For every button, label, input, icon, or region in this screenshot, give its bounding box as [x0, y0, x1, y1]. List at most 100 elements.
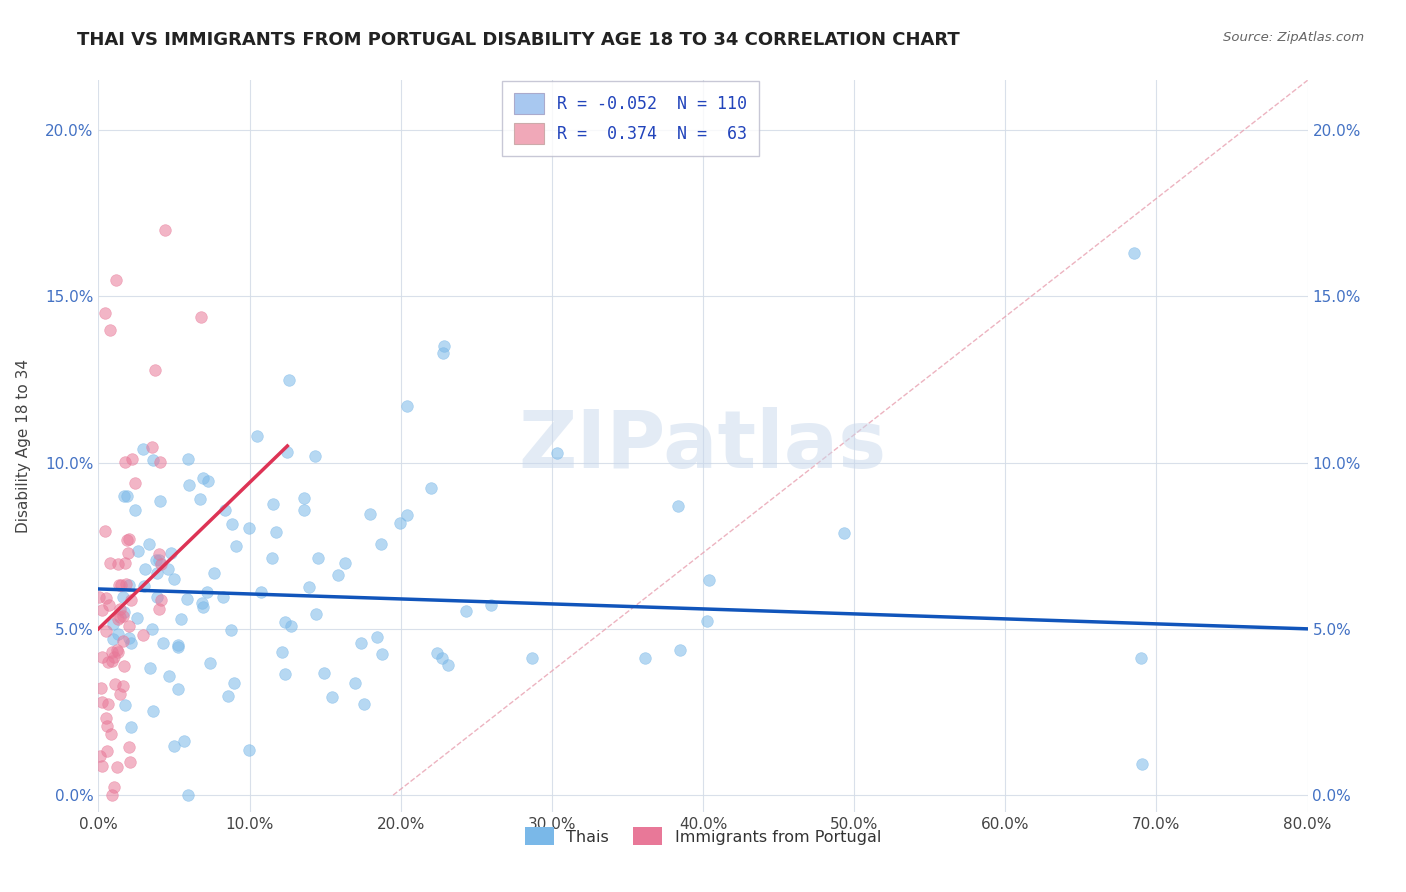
- Point: [333, 557, 356, 571]
- Point: [89, 748, 111, 763]
- Point: [170, 611, 193, 625]
- Point: [142, 704, 165, 718]
- Text: THAI VS IMMIGRANTS FROM PORTUGAL DISABILITY AGE 18 TO 34 CORRELATION CHART: THAI VS IMMIGRANTS FROM PORTUGAL DISABIL…: [77, 31, 960, 49]
- Point: [118, 755, 141, 769]
- Point: [132, 579, 155, 593]
- Point: [225, 539, 247, 553]
- Point: [198, 656, 221, 670]
- Point: [107, 612, 129, 626]
- Point: [110, 578, 132, 592]
- Point: [101, 788, 124, 802]
- Point: [89, 590, 111, 604]
- Point: [96, 719, 118, 733]
- Point: [211, 590, 233, 604]
- Point: [98, 323, 121, 337]
- Point: [669, 642, 692, 657]
- Point: [134, 562, 156, 576]
- Point: [546, 446, 568, 460]
- Point: [107, 645, 129, 659]
- Point: [173, 734, 195, 748]
- Point: [520, 651, 543, 665]
- Point: [138, 537, 160, 551]
- Point: [101, 654, 124, 668]
- Point: [108, 602, 131, 616]
- Point: [105, 760, 128, 774]
- Point: [160, 546, 183, 560]
- Point: [91, 695, 114, 709]
- Point: [305, 607, 328, 621]
- Point: [274, 666, 297, 681]
- Point: [166, 638, 188, 652]
- Point: [388, 516, 411, 530]
- Point: [353, 697, 375, 711]
- Point: [217, 689, 239, 703]
- Point: [117, 533, 139, 547]
- Point: [111, 679, 134, 693]
- Point: [219, 624, 242, 638]
- Point: [238, 521, 260, 535]
- Point: [479, 598, 502, 612]
- Point: [127, 544, 149, 558]
- Point: [141, 441, 163, 455]
- Point: [177, 452, 200, 467]
- Point: [94, 624, 117, 639]
- Point: [250, 585, 273, 599]
- Point: [155, 223, 177, 237]
- Point: [307, 550, 329, 565]
- Point: [454, 604, 477, 618]
- Point: [277, 373, 299, 387]
- Point: [142, 453, 165, 467]
- Point: [148, 601, 170, 615]
- Point: [343, 676, 366, 690]
- Point: [105, 643, 128, 657]
- Point: [370, 537, 392, 551]
- Point: [191, 596, 214, 610]
- Point: [112, 490, 135, 504]
- Point: [176, 592, 198, 607]
- Point: [118, 631, 141, 645]
- Point: [149, 455, 172, 469]
- Point: [188, 492, 211, 507]
- Point: [292, 503, 315, 517]
- Point: [132, 627, 155, 641]
- Point: [118, 619, 141, 633]
- Point: [150, 592, 173, 607]
- Point: [112, 634, 135, 648]
- Point: [93, 306, 115, 320]
- Point: [145, 591, 167, 605]
- Point: [121, 452, 143, 467]
- Point: [371, 648, 394, 662]
- Point: [666, 499, 689, 513]
- Point: [143, 363, 166, 377]
- Point: [103, 650, 125, 665]
- Point: [118, 578, 141, 592]
- Point: [163, 572, 186, 586]
- Point: [114, 698, 136, 713]
- Point: [141, 622, 163, 636]
- Point: [1130, 650, 1153, 665]
- Point: [148, 553, 170, 567]
- Point: [117, 545, 139, 559]
- Text: Source: ZipAtlas.com: Source: ZipAtlas.com: [1223, 31, 1364, 45]
- Point: [197, 474, 219, 488]
- Point: [359, 507, 381, 521]
- Point: [222, 675, 245, 690]
- Point: [298, 580, 321, 594]
- Point: [262, 497, 284, 511]
- Point: [214, 503, 236, 517]
- Point: [1130, 756, 1153, 771]
- Point: [120, 593, 142, 607]
- Point: [152, 636, 174, 650]
- Point: [104, 676, 127, 690]
- Point: [110, 610, 132, 624]
- Point: [238, 743, 260, 757]
- Point: [111, 590, 134, 604]
- Point: [221, 516, 243, 531]
- Point: [112, 609, 135, 624]
- Point: [179, 478, 201, 492]
- Point: [430, 651, 453, 665]
- Point: [124, 476, 146, 491]
- Point: [420, 481, 443, 495]
- Point: [270, 645, 292, 659]
- Point: [114, 557, 136, 571]
